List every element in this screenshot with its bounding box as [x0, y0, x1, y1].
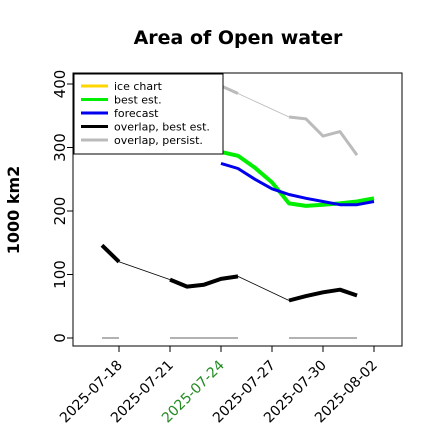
y-tick-label-300: 300	[51, 133, 69, 162]
y-tick-label-100: 100	[51, 260, 69, 289]
legend-label-overlap-persist: overlap, persist.	[114, 134, 203, 147]
series-line-forecast-0	[220, 161, 375, 207]
plot-marks	[100, 84, 375, 339]
series-line-overlap-persist-0	[220, 84, 239, 95]
connector-line-0	[118, 261, 171, 280]
series-line-overlap-best-est-0	[100, 243, 121, 264]
y-tick-label-0: 0	[51, 333, 69, 343]
plot-frame	[72, 72, 403, 347]
y-axis-label: 1000 km2	[4, 166, 23, 255]
connector-line-1	[237, 276, 290, 301]
series-line-best-est-0	[220, 149, 375, 208]
series-line-overlap-best-est-1	[169, 274, 239, 289]
legend-label-best-est: best est.	[114, 94, 162, 107]
y-tick-label-200: 200	[51, 197, 69, 226]
legend-label-ice-chart: ice chart	[114, 80, 163, 93]
legend-label-forecast: forecast	[114, 107, 159, 120]
x-axis: 2025-07-182025-07-212025-07-242025-07-27…	[57, 346, 381, 426]
connector-line-2	[237, 93, 290, 118]
series-line-overlap-best-est-2	[288, 287, 358, 303]
y-tick-label-400: 400	[51, 70, 69, 99]
legend-label-overlap-best-est: overlap, best est.	[114, 121, 210, 134]
series-line-overlap-persist-1	[288, 115, 359, 156]
chart-title: Area of Open water	[134, 27, 343, 49]
y-axis: 0 100 200 300 400	[51, 70, 73, 343]
